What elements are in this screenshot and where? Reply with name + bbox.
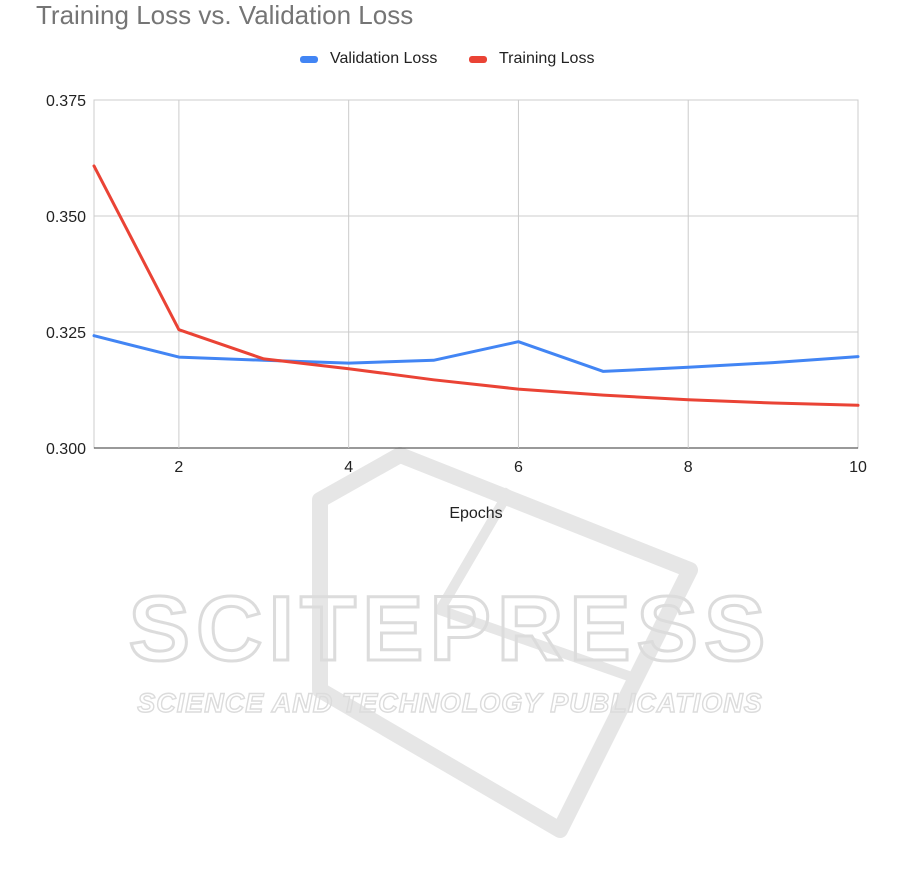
chart-title: Training Loss vs. Validation Loss (36, 0, 414, 30)
watermark-main-text: SCITEPRESS (129, 578, 772, 680)
y-tick-label: 0.375 (46, 93, 86, 110)
legend-label-training: Training Loss (499, 50, 595, 67)
series-line-validation (92, 334, 860, 373)
plot-frame (93, 99, 859, 449)
legend-item-training[interactable]: Training Loss (469, 50, 594, 68)
y-tick-label: 0.300 (46, 441, 86, 458)
x-tick-label: 8 (684, 459, 693, 476)
x-axis-title: Epochs (449, 505, 502, 522)
legend-label-validation: Validation Loss (330, 50, 438, 67)
legend-swatch-validation (300, 55, 318, 63)
y-tick-label: 0.350 (46, 209, 86, 226)
x-tick-label: 2 (174, 459, 183, 476)
watermark-logo-icon (312, 447, 698, 838)
x-tick-label: 10 (849, 459, 867, 476)
legend: Validation Loss Training Loss (0, 50, 901, 72)
y-tick-label: 0.325 (46, 325, 86, 342)
x-tick-label: 6 (514, 459, 523, 476)
watermark-sub-text: SCIENCE AND TECHNOLOGY PUBLICATIONS (137, 688, 763, 718)
x-tick-label: 4 (344, 459, 353, 476)
legend-swatch-training (469, 55, 487, 63)
series-line-training (92, 164, 860, 407)
legend-item-validation[interactable]: Validation Loss (300, 50, 437, 68)
